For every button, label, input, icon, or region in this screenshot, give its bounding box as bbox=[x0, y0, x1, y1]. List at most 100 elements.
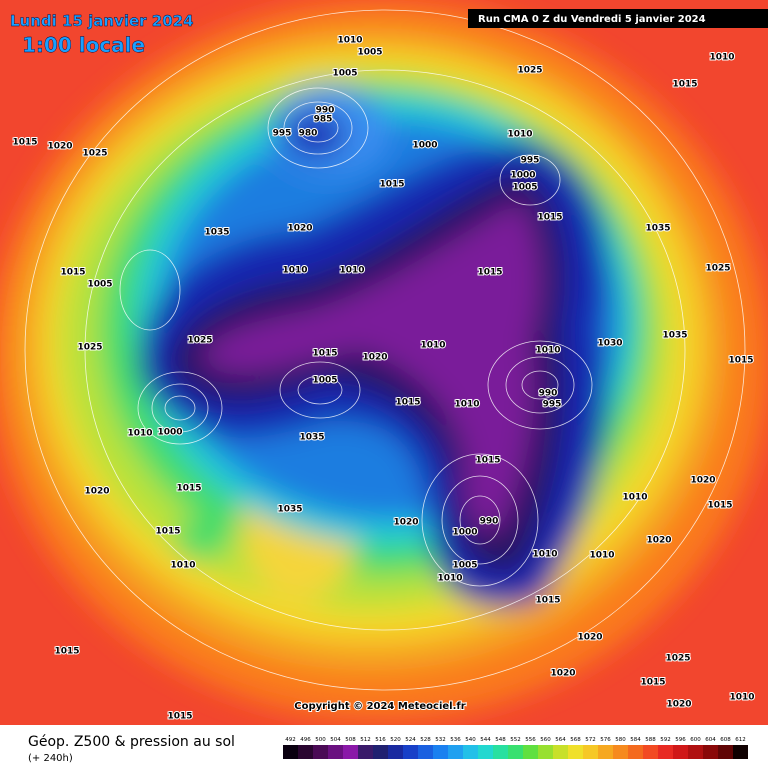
scale-cell bbox=[343, 745, 358, 759]
pressure-label: 1035 bbox=[645, 224, 670, 234]
pressure-label: 1010 bbox=[729, 693, 754, 703]
run-box bbox=[468, 9, 768, 28]
scale-cell bbox=[628, 745, 643, 759]
pressure-label: 1015 bbox=[395, 398, 420, 408]
scale-label: 528 bbox=[420, 737, 431, 743]
scale-cell bbox=[538, 745, 553, 759]
pressure-label: 1025 bbox=[77, 343, 102, 353]
pressure-label: 1020 bbox=[47, 142, 72, 152]
scale-label: 568 bbox=[570, 737, 581, 743]
isobars bbox=[24, 9, 746, 691]
scale-cell bbox=[733, 745, 748, 759]
scale-label: 612 bbox=[735, 737, 746, 743]
color-scale: 492 496 500 504 508 512 516 520 524 528 532 536 540 5… bbox=[283, 737, 748, 759]
scale-cell bbox=[478, 745, 493, 759]
scale-label: 596 bbox=[675, 737, 686, 743]
scale-label: 552 bbox=[510, 737, 521, 743]
pressure-label: 1000 bbox=[452, 528, 477, 538]
pressure-label: 1020 bbox=[646, 536, 671, 546]
pressure-label: 1010 bbox=[589, 551, 614, 561]
scale-cell bbox=[313, 745, 328, 759]
pressure-label: 1015 bbox=[475, 456, 500, 466]
pressure-label: 990 bbox=[539, 389, 558, 399]
pressure-label: 1015 bbox=[12, 138, 37, 148]
scale-label: 544 bbox=[480, 737, 491, 743]
date-label: Lundi 15 janvier 2024 bbox=[10, 12, 194, 30]
pressure-label: 1015 bbox=[155, 527, 180, 537]
pressure-label: 1020 bbox=[577, 633, 602, 643]
scale-label: 520 bbox=[390, 737, 401, 743]
scale-cell bbox=[688, 745, 703, 759]
scale-label: 572 bbox=[585, 737, 596, 743]
scale-label: 524 bbox=[405, 737, 416, 743]
scale-cell bbox=[673, 745, 688, 759]
pressure-label: 1010 bbox=[127, 429, 152, 439]
pressure-label: 1015 bbox=[477, 268, 502, 278]
scale-label: 588 bbox=[645, 737, 656, 743]
scale-label: 576 bbox=[600, 737, 611, 743]
pressure-label: 1025 bbox=[705, 264, 730, 274]
scale-label: 512 bbox=[360, 737, 371, 743]
scale-label: 548 bbox=[495, 737, 506, 743]
scale-cell bbox=[298, 745, 313, 759]
pressure-label: 980 bbox=[299, 129, 318, 139]
pressure-label: 1035 bbox=[277, 505, 302, 515]
scale-label: 492 bbox=[285, 737, 296, 743]
pressure-label: 1020 bbox=[393, 518, 418, 528]
pressure-label: 1010 bbox=[535, 346, 560, 356]
footer-title: Géop. Z500 & pression au sol bbox=[28, 734, 235, 750]
scale-cell bbox=[613, 745, 628, 759]
scale-label: 564 bbox=[555, 737, 566, 743]
pressure-label: 1005 bbox=[332, 69, 357, 79]
pressure-label: 1010 bbox=[339, 266, 364, 276]
pressure-label: 995 bbox=[543, 400, 562, 410]
pressure-label: 1000 bbox=[157, 428, 182, 438]
pressure-label: 1010 bbox=[337, 36, 362, 46]
scale-cell bbox=[388, 745, 403, 759]
pressure-label: 1015 bbox=[60, 268, 85, 278]
scale-cell bbox=[463, 745, 478, 759]
scale-label: 536 bbox=[450, 737, 461, 743]
scale-label: 580 bbox=[615, 737, 626, 743]
pressure-label: 1015 bbox=[672, 80, 697, 90]
pressure-label: 1035 bbox=[299, 433, 324, 443]
pressure-label: 1020 bbox=[287, 224, 312, 234]
pressure-label: 1015 bbox=[640, 678, 665, 688]
pressure-label: 1015 bbox=[176, 484, 201, 494]
pressure-label: 995 bbox=[521, 156, 540, 166]
scale-label: 496 bbox=[300, 737, 311, 743]
scale-label: 592 bbox=[660, 737, 671, 743]
pressure-label: 1020 bbox=[550, 669, 575, 679]
pressure-label: 1015 bbox=[535, 596, 560, 606]
pressure-label: 1015 bbox=[537, 213, 562, 223]
pressure-label: 1035 bbox=[204, 228, 229, 238]
scale-cell bbox=[448, 745, 463, 759]
pressure-label: 1005 bbox=[357, 48, 382, 58]
scale-label: 500 bbox=[315, 737, 326, 743]
pressure-label: 1010 bbox=[709, 53, 734, 63]
time-label: 1:00 locale bbox=[22, 33, 145, 57]
pressure-label: 1015 bbox=[379, 180, 404, 190]
scale-cell bbox=[718, 745, 733, 759]
scale-label: 516 bbox=[375, 737, 386, 743]
copyright: Copyright © 2024 Meteociel.fr bbox=[294, 701, 465, 712]
pressure-label: 1020 bbox=[84, 487, 109, 497]
pressure-label: 1015 bbox=[54, 647, 79, 657]
scale-label: 584 bbox=[630, 737, 641, 743]
pressure-label: 1020 bbox=[690, 476, 715, 486]
scale-label: 608 bbox=[720, 737, 731, 743]
scale-cell bbox=[328, 745, 343, 759]
scale-cell bbox=[433, 745, 448, 759]
scale-label: 532 bbox=[435, 737, 446, 743]
pressure-label: 995 bbox=[273, 129, 292, 139]
pressure-label: 1015 bbox=[707, 501, 732, 511]
scale-label: 556 bbox=[525, 737, 536, 743]
scale-label: 504 bbox=[330, 737, 341, 743]
scale-cell bbox=[703, 745, 718, 759]
scale-cell bbox=[283, 745, 298, 759]
scale-label: 508 bbox=[345, 737, 356, 743]
scale-cell bbox=[358, 745, 373, 759]
scale-cell bbox=[493, 745, 508, 759]
